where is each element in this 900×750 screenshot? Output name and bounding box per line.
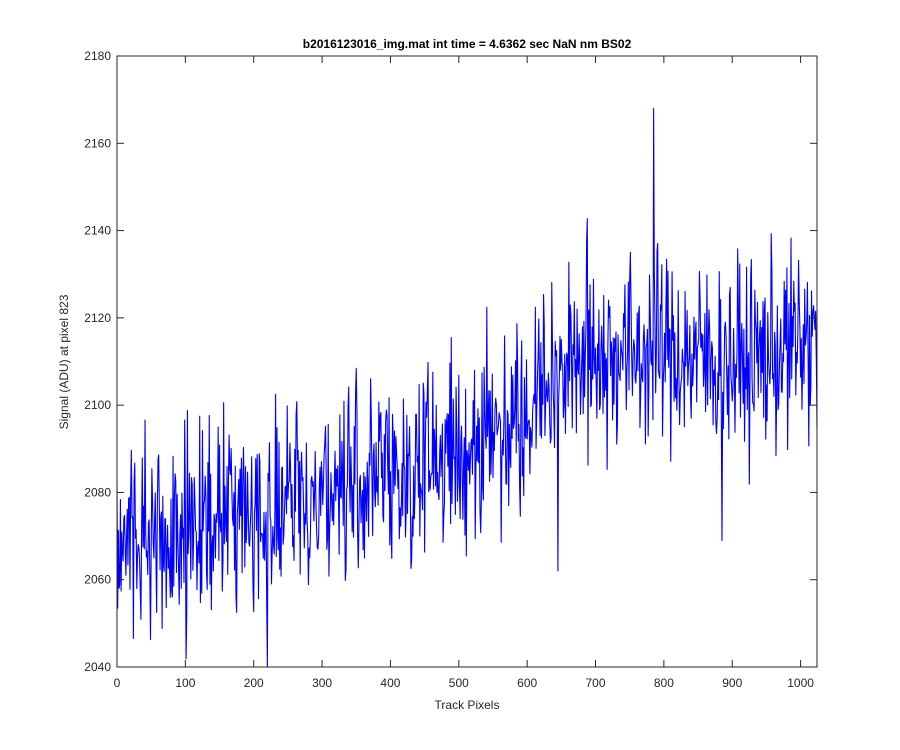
x-tick-label: 900	[722, 676, 742, 690]
x-tick-label: 400	[380, 676, 400, 690]
chart-title: b2016123016_img.mat int time = 4.6362 se…	[303, 37, 632, 51]
series-line	[116, 107, 818, 668]
x-tick-label: 700	[586, 676, 606, 690]
x-tick-label: 600	[517, 676, 537, 690]
y-tick-label: 2060	[84, 573, 111, 587]
y-tick-label: 2040	[84, 660, 111, 674]
series-layer	[116, 107, 818, 668]
x-tick-label: 800	[654, 676, 674, 690]
y-tick-label: 2180	[84, 49, 111, 63]
y-axis-label: Signal (ADU) at pixel 823	[57, 294, 71, 429]
axes-box	[116, 55, 818, 668]
y-tick-label: 2160	[84, 136, 111, 150]
x-tick-label: 100	[175, 676, 195, 690]
y-tick-label: 2140	[84, 224, 111, 238]
y-tick-label: 2080	[84, 485, 111, 499]
y-tick-label: 2100	[84, 398, 111, 412]
x-tick-label: 0	[114, 676, 121, 690]
x-axis-label: Track Pixels	[435, 698, 500, 712]
x-tick-label: 1000	[787, 676, 814, 690]
x-tick-label: 200	[244, 676, 264, 690]
y-tick-label: 2120	[84, 311, 111, 325]
x-axis: 0 100 200 300 400 500 600 700 800 900 1000	[114, 56, 814, 690]
plot-background	[117, 56, 817, 667]
x-tick-label: 300	[312, 676, 332, 690]
x-tick-label: 500	[449, 676, 469, 690]
y-axis: 2040 2060 2080 2100 2120 2140 2160 2180	[84, 49, 817, 674]
